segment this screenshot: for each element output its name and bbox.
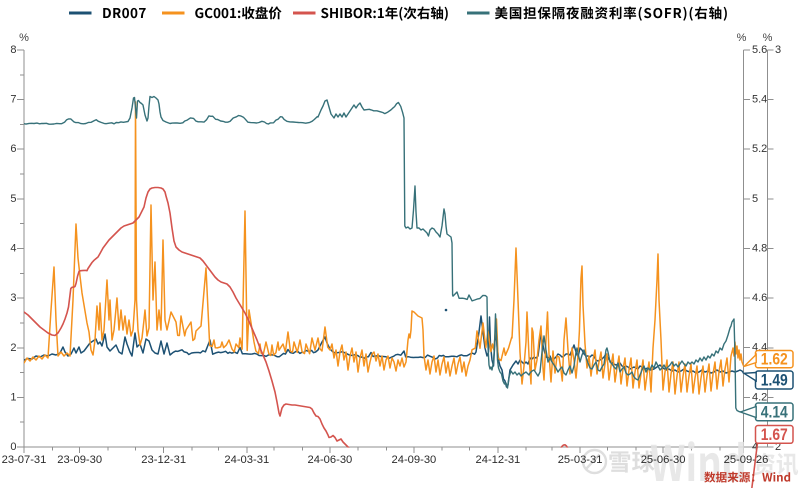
svg-text:4.6: 4.6 xyxy=(752,292,767,304)
svg-text:1.49: 1.49 xyxy=(761,372,788,390)
svg-text:24-06-30: 24-06-30 xyxy=(308,454,353,466)
svg-text:23-09-30: 23-09-30 xyxy=(57,454,102,466)
svg-text:%: % xyxy=(19,32,29,44)
svg-text:5: 5 xyxy=(752,193,758,205)
svg-text:%: % xyxy=(763,32,773,44)
svg-text:3: 3 xyxy=(10,292,16,304)
svg-text:1: 1 xyxy=(10,391,16,403)
svg-text:2: 2 xyxy=(775,441,781,453)
svg-text:24-03-31: 24-03-31 xyxy=(224,454,269,466)
svg-text:%: % xyxy=(737,32,747,44)
svg-text:4: 4 xyxy=(10,243,16,255)
svg-text:5.2: 5.2 xyxy=(752,143,767,155)
svg-text:6: 6 xyxy=(10,143,16,155)
svg-text:8: 8 xyxy=(10,44,16,56)
svg-text:23-12-31: 23-12-31 xyxy=(141,454,186,466)
svg-text:5.6: 5.6 xyxy=(752,44,767,56)
svg-text:7: 7 xyxy=(10,94,16,106)
svg-text:1.67: 1.67 xyxy=(761,426,788,444)
svg-text:4.2: 4.2 xyxy=(752,391,767,403)
svg-text:4.8: 4.8 xyxy=(752,243,767,255)
svg-text:5.4: 5.4 xyxy=(752,94,767,106)
svg-text:0: 0 xyxy=(10,441,16,453)
svg-text:24-12-31: 24-12-31 xyxy=(476,454,521,466)
svg-text:25-03-31: 25-03-31 xyxy=(558,454,603,466)
svg-text:4.14: 4.14 xyxy=(761,403,789,421)
svg-text:2: 2 xyxy=(10,342,16,354)
svg-text:25-09-26: 25-09-26 xyxy=(724,454,769,466)
svg-text:24-09-30: 24-09-30 xyxy=(392,454,437,466)
svg-text:4: 4 xyxy=(752,441,758,453)
svg-text:23-07-31: 23-07-31 xyxy=(2,454,47,466)
svg-text:1.62: 1.62 xyxy=(761,351,788,369)
svg-text:3: 3 xyxy=(775,44,781,56)
svg-text:5: 5 xyxy=(10,193,16,205)
svg-text:25-06-30: 25-06-30 xyxy=(641,454,686,466)
